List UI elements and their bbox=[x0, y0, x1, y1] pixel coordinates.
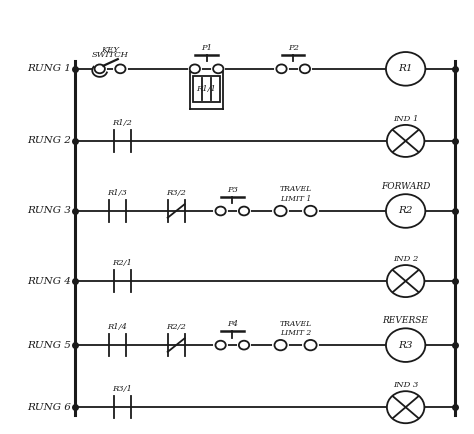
Text: P3: P3 bbox=[227, 186, 238, 194]
Text: RUNG 6: RUNG 6 bbox=[27, 403, 71, 412]
Text: RUNG 5: RUNG 5 bbox=[27, 341, 71, 350]
Text: RUNG 3: RUNG 3 bbox=[27, 207, 71, 216]
Text: KEY: KEY bbox=[101, 46, 119, 54]
Text: P4: P4 bbox=[227, 320, 238, 328]
Text: P2: P2 bbox=[288, 44, 299, 52]
Text: IND 3: IND 3 bbox=[393, 381, 419, 389]
Text: R1/1: R1/1 bbox=[197, 85, 217, 93]
Text: R3/2: R3/2 bbox=[166, 189, 186, 197]
Text: R2/1: R2/1 bbox=[112, 259, 132, 266]
Text: P1: P1 bbox=[201, 44, 212, 52]
Circle shape bbox=[387, 391, 424, 423]
Circle shape bbox=[387, 125, 424, 157]
Bar bbox=[193, 76, 219, 102]
Text: R3/1: R3/1 bbox=[112, 385, 132, 393]
Text: R2: R2 bbox=[398, 207, 413, 216]
Circle shape bbox=[387, 329, 425, 362]
Text: R1/4: R1/4 bbox=[108, 323, 128, 331]
Text: RUNG 1: RUNG 1 bbox=[27, 64, 71, 73]
Text: TRAVEL
LIMIT 1: TRAVEL LIMIT 1 bbox=[280, 185, 312, 203]
Text: TRAVEL
LIMIT 2: TRAVEL LIMIT 2 bbox=[280, 319, 312, 337]
Text: REVERSE: REVERSE bbox=[383, 316, 428, 325]
Text: R3: R3 bbox=[398, 341, 413, 350]
Text: IND 1: IND 1 bbox=[393, 115, 419, 122]
Text: RUNG 2: RUNG 2 bbox=[27, 136, 71, 145]
Text: FORWARD: FORWARD bbox=[381, 182, 430, 191]
Text: R1/3: R1/3 bbox=[108, 189, 128, 197]
Circle shape bbox=[387, 266, 424, 296]
Text: RUNG 4: RUNG 4 bbox=[27, 276, 71, 286]
Circle shape bbox=[387, 53, 425, 85]
Text: R1: R1 bbox=[398, 64, 413, 73]
Text: SWITCH: SWITCH bbox=[91, 51, 128, 59]
Text: IND 2: IND 2 bbox=[393, 255, 419, 263]
Text: R2/2: R2/2 bbox=[166, 323, 186, 331]
Text: R1/2: R1/2 bbox=[112, 118, 132, 126]
Circle shape bbox=[387, 195, 425, 227]
